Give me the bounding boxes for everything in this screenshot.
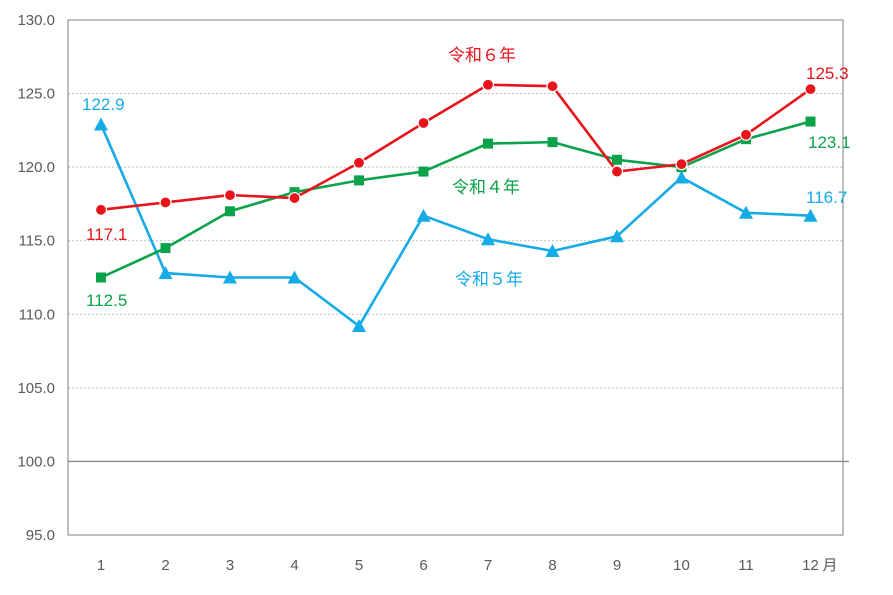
data-point: [158, 266, 173, 280]
y-tick-label: 100.0: [17, 453, 55, 470]
data-point: [675, 158, 688, 171]
y-tick-label: 110.0: [19, 306, 55, 323]
x-tick-label: 8: [548, 557, 556, 574]
data-label: 116.7: [806, 188, 847, 207]
data-label: 122.9: [82, 95, 125, 114]
data-point: [610, 229, 624, 243]
data-point: [545, 244, 560, 258]
series-lines: [94, 78, 818, 333]
data-point: [418, 166, 429, 177]
data-point: [287, 270, 302, 284]
data-point: [612, 154, 622, 165]
x-tick-label: 7: [484, 557, 492, 574]
grid-lines: [68, 93, 849, 463]
y-tick-label: 125.0: [17, 86, 55, 103]
data-point: [352, 319, 366, 333]
x-axis-unit: 月: [823, 557, 838, 574]
x-tick-label: 4: [290, 557, 298, 574]
data-point: [674, 170, 689, 184]
series-line-0: [100, 83, 812, 212]
data-point: [610, 165, 624, 178]
x-tick-label: 12: [802, 557, 819, 574]
data-point: [288, 191, 301, 205]
x-tick-label: 5: [355, 557, 363, 574]
x-tick-label: 6: [419, 557, 427, 574]
data-point: [94, 117, 108, 131]
data-point: [805, 116, 816, 127]
x-tick-label: 1: [97, 557, 105, 574]
y-tick-label: 105.0: [17, 380, 55, 397]
y-tick-label: 120.0: [17, 159, 55, 176]
data-point: [159, 196, 172, 209]
data-point: [804, 83, 817, 96]
data-point: [739, 128, 753, 141]
data-point: [483, 138, 493, 149]
series-line-1: [100, 120, 811, 279]
axes: 95.0 100.0 105.0 110.0 115.0 120.0 125.0 130.0 1…: [17, 12, 844, 574]
data-point: [94, 203, 108, 216]
y-tick-label: 95.0: [26, 527, 55, 544]
data-point: [739, 205, 753, 219]
data-point: [481, 78, 495, 91]
data-label: 125.3: [806, 64, 849, 83]
series-name-label: 令和５年: [455, 270, 523, 290]
y-tick-label: 130.0: [17, 12, 55, 29]
data-point: [547, 137, 558, 148]
data-point: [416, 208, 431, 222]
series-name-label: 令和６年: [448, 46, 516, 66]
data-point: [96, 272, 106, 283]
data-point: [223, 189, 237, 202]
data-label: 117.1: [86, 225, 127, 244]
data-label: 112.5: [86, 291, 127, 310]
data-point: [803, 208, 818, 222]
x-tick-label: 10: [673, 557, 690, 574]
data-point: [223, 270, 237, 284]
series-name-label: 令和４年: [452, 178, 520, 198]
data-label: 123.1: [808, 133, 851, 152]
data-point: [352, 156, 366, 169]
x-tick-label: 2: [161, 557, 169, 574]
plot-area-border: [67, 19, 844, 536]
data-point: [354, 175, 364, 186]
x-tick-label: 3: [226, 557, 234, 574]
data-point: [417, 116, 430, 130]
x-tick-label: 11: [738, 557, 754, 574]
data-point: [160, 243, 171, 254]
y-tick-label: 115.0: [19, 233, 55, 250]
data-point: [546, 80, 559, 93]
data-point: [481, 232, 495, 246]
x-tick-label: 9: [613, 557, 621, 574]
series-line-2: [99, 123, 811, 328]
data-point: [225, 206, 235, 217]
